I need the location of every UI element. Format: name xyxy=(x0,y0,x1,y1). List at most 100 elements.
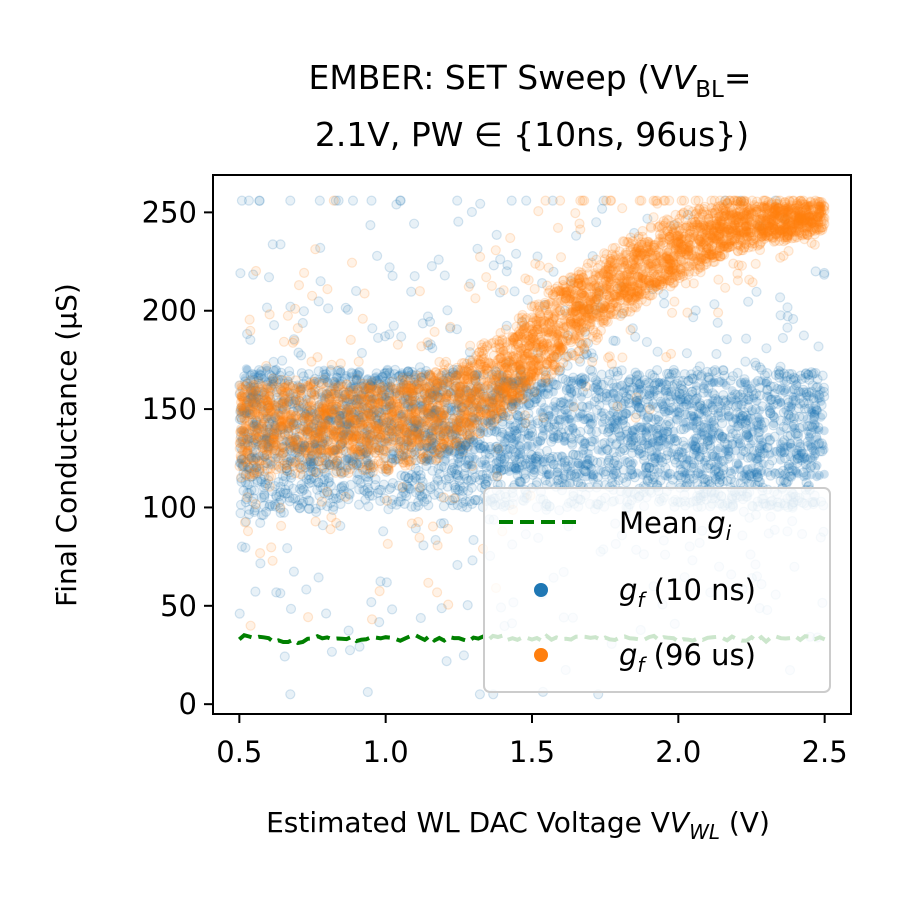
scatter-point xyxy=(498,285,509,296)
scatter-point xyxy=(267,555,278,566)
scatter-point xyxy=(810,266,821,277)
scatter-point xyxy=(712,307,724,318)
scatter-point xyxy=(403,441,414,452)
scatter-point xyxy=(696,370,707,381)
scatter-point xyxy=(702,372,714,383)
scatter-point xyxy=(249,505,260,516)
scatter-point xyxy=(816,400,827,411)
scatter-point xyxy=(294,449,305,460)
scatter-point xyxy=(466,474,477,485)
scatter-point xyxy=(439,462,450,473)
scatter-point xyxy=(809,410,820,421)
scatter-point xyxy=(443,471,454,482)
scatter-point xyxy=(698,422,710,433)
scatter-point xyxy=(648,463,660,475)
scatter-point xyxy=(323,303,334,314)
scatter-point xyxy=(342,304,353,315)
scatter-point xyxy=(252,436,263,447)
scatter-point xyxy=(294,503,305,514)
scatter-point xyxy=(364,486,375,497)
scatter-point xyxy=(415,470,426,481)
scatter-point xyxy=(612,409,624,420)
scatter-point xyxy=(264,309,275,320)
scatter-point xyxy=(466,206,477,218)
scatter-point xyxy=(387,270,398,281)
scatter-point xyxy=(491,229,502,240)
scatter-point xyxy=(296,389,307,400)
scatter-point xyxy=(494,369,505,380)
scatter-point xyxy=(279,458,290,469)
scatter-point xyxy=(658,289,669,300)
scatter-point xyxy=(269,499,280,510)
scatter-point xyxy=(571,472,583,483)
scatter-point xyxy=(691,416,702,427)
scatter-point xyxy=(259,492,270,503)
scatter-point xyxy=(630,432,641,443)
scatter-point xyxy=(250,586,261,597)
scatter-point xyxy=(417,492,428,503)
scatter-point xyxy=(636,195,647,206)
scatter-point xyxy=(310,516,321,527)
scatter-point xyxy=(453,216,464,227)
scatter-point xyxy=(407,395,418,407)
scatter-point xyxy=(275,502,286,513)
scatter-point xyxy=(423,450,434,461)
scatter-point xyxy=(819,269,830,280)
scatter-point xyxy=(659,195,671,206)
scatter-point xyxy=(502,377,513,388)
scatter-point xyxy=(717,395,729,406)
scatter-point xyxy=(525,454,536,465)
scatter-point xyxy=(475,401,487,412)
scatter-point xyxy=(242,492,253,503)
scatter-point xyxy=(250,265,262,277)
scatter-point xyxy=(604,423,615,434)
scatter-point xyxy=(286,445,297,456)
scatter-point xyxy=(323,478,334,489)
scatter-point xyxy=(426,392,438,403)
scatter-point xyxy=(314,490,325,501)
scatter-point xyxy=(261,506,272,517)
scatter-point xyxy=(618,442,629,454)
scatter-point xyxy=(514,385,526,396)
scatter-point xyxy=(563,455,574,466)
scatter-point xyxy=(600,443,612,454)
scatter-point xyxy=(244,462,255,473)
scatter-point xyxy=(814,392,825,403)
scatter-point xyxy=(604,369,615,380)
scatter-point xyxy=(666,307,678,318)
scatter-point xyxy=(801,389,812,400)
scatter-point xyxy=(404,414,415,426)
scatter-point xyxy=(285,689,296,700)
scatter-point xyxy=(414,482,425,493)
scatter-point xyxy=(616,281,627,292)
scatter-point xyxy=(792,430,804,442)
scatter-point xyxy=(682,307,693,318)
scatter-point xyxy=(292,323,303,334)
scatter-point xyxy=(650,379,661,390)
scatter-point xyxy=(732,275,744,286)
scatter-point xyxy=(236,541,247,552)
scatter-point xyxy=(604,416,615,427)
scatter-point xyxy=(433,463,444,475)
scatter-point xyxy=(416,490,428,502)
scatter-point xyxy=(520,273,531,284)
scatter-point xyxy=(800,368,812,379)
scatter-point xyxy=(426,261,437,272)
scatter-point xyxy=(782,311,793,322)
scatter-point xyxy=(396,470,407,481)
scatter-point xyxy=(532,457,543,468)
scatter-point xyxy=(387,604,398,615)
scatter-point xyxy=(344,645,356,656)
scatter-point xyxy=(665,348,677,359)
scatter-point xyxy=(239,388,250,399)
scatter-point xyxy=(430,367,442,378)
scatter-point xyxy=(278,476,289,487)
scatter-point xyxy=(565,376,577,387)
scatter-point xyxy=(625,324,636,336)
scatter-point xyxy=(782,302,793,313)
scatter-point xyxy=(579,373,591,385)
scatter-point xyxy=(629,424,641,435)
scatter-point xyxy=(704,476,715,487)
scatter-point xyxy=(679,369,690,380)
scatter-point xyxy=(270,412,281,423)
